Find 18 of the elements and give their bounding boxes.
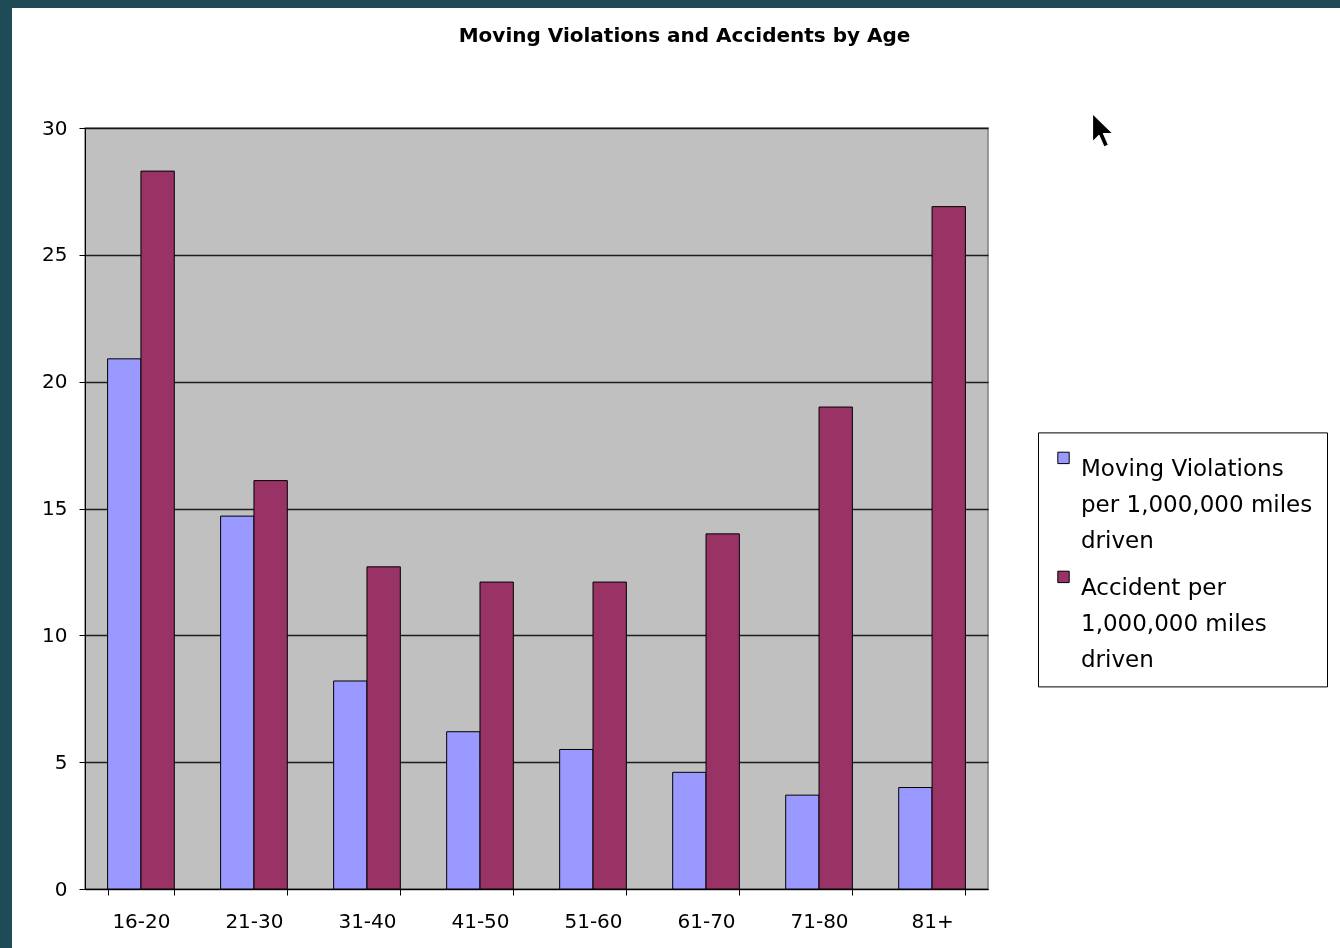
x-tick-label: 81+ bbox=[911, 908, 954, 933]
y-tick-label: 15 bbox=[42, 496, 68, 520]
legend-label: Accident per 1,000,000 miles driven bbox=[1081, 573, 1267, 672]
y-tick-label: 10 bbox=[42, 622, 68, 647]
y-tick-label: 30 bbox=[42, 115, 68, 140]
x-tick-label: 41-50 bbox=[451, 908, 510, 933]
x-tick-label: 16-20 bbox=[112, 908, 171, 933]
x-tick-label: 61-70 bbox=[677, 908, 736, 933]
y-tick-label: 5 bbox=[54, 749, 68, 774]
chart-title: Moving Violations and Accidents by Age bbox=[458, 23, 911, 47]
x-tick-label: 21-30 bbox=[225, 908, 284, 933]
y-tick-label: 0 bbox=[54, 876, 68, 901]
x-tick-label: 71-80 bbox=[790, 908, 849, 933]
y-tick-label: 25 bbox=[42, 242, 68, 267]
y-tick-label: 20 bbox=[42, 369, 68, 394]
x-tick-label: 51-60 bbox=[564, 908, 623, 933]
legend-label: Moving Violations per 1,000,000 miles driven bbox=[1081, 454, 1313, 553]
x-tick-label: 31-40 bbox=[338, 908, 397, 933]
